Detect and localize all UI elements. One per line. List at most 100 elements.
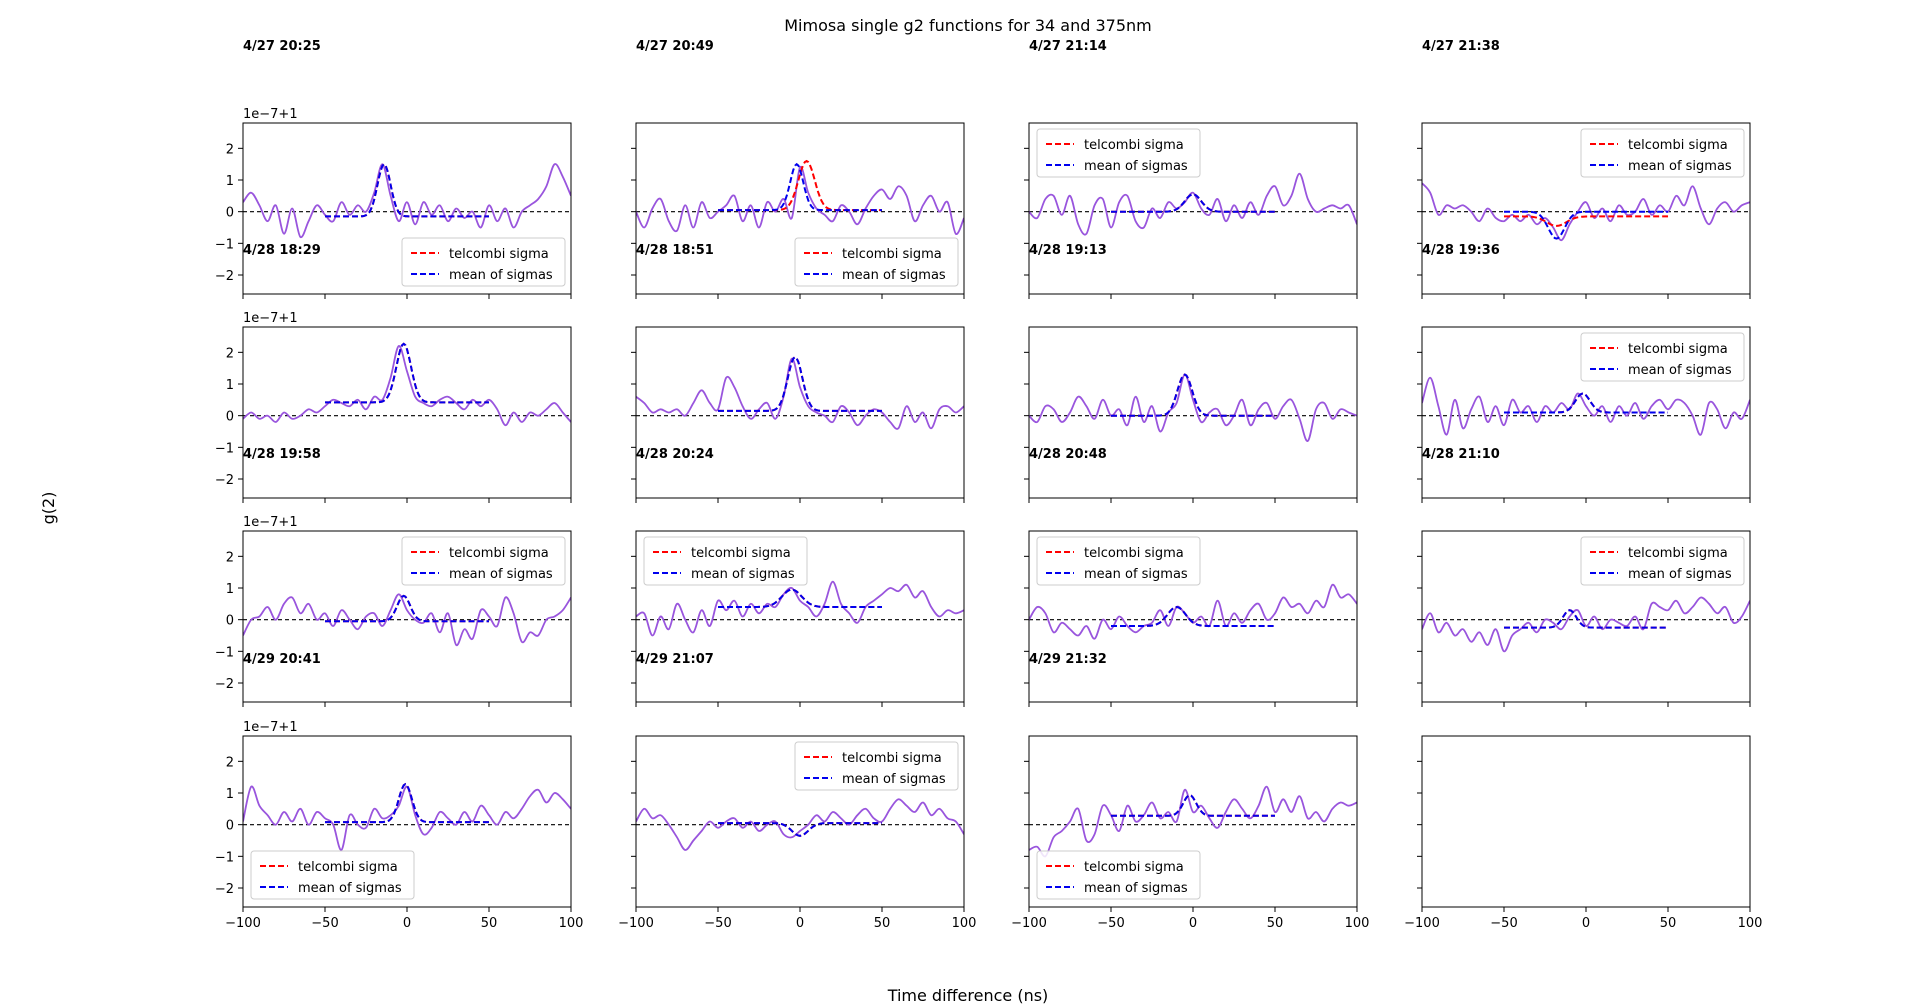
subplot-7: 4/28 19:13 — [1024, 243, 1358, 503]
mean-of-sigmas-fit-line — [718, 355, 882, 412]
x-tick-label: 0 — [1189, 916, 1197, 931]
mean-of-sigmas-fit-line — [1504, 609, 1668, 629]
legend: telcombi sigma mean of sigmas — [250, 850, 415, 900]
mean-of-sigmas-fit-line — [1111, 605, 1275, 627]
g2-data-line — [1422, 596, 1750, 653]
legend-mean-label: mean of sigmas — [449, 567, 553, 582]
legend-telcombi-label: telcombi sigma — [449, 247, 549, 262]
subplot-9: 2 1 0 −1 −2 1e−7+1 telcombi sigma mean of sigma… — [215, 447, 572, 707]
legend-mean-label: mean of sigmas — [842, 268, 946, 283]
legend-telcombi-label: telcombi sigma — [842, 751, 942, 766]
y-offset-label: 1e−7+1 — [243, 311, 298, 326]
legend: telcombi sigma mean of sigmas — [401, 536, 566, 586]
g2-data-line — [1422, 182, 1750, 242]
subplot-2: telcombi sigma mean of sigmas 4/27 20:49 — [631, 39, 965, 299]
x-tick-label: 100 — [952, 916, 977, 931]
mean-of-sigmas-fit-line — [718, 822, 882, 837]
y-tick-label: 1 — [226, 787, 234, 802]
subplot-3: telcombi sigma mean of sigmas 4/27 21:14 — [1024, 39, 1358, 299]
legend-mean-label: mean of sigmas — [1628, 159, 1732, 174]
legend-mean-label: mean of sigmas — [298, 881, 402, 896]
legend: telcombi sigma mean of sigmas — [1036, 128, 1201, 178]
g2-data-line — [243, 345, 571, 427]
legend-telcombi-label: telcombi sigma — [449, 546, 549, 561]
legend: telcombi sigma mean of sigmas — [794, 237, 959, 287]
subplot-10: telcombi sigma mean of sigmas 4/28 20:24 — [631, 447, 965, 707]
subplot-date-label: 4/27 21:14 — [1029, 39, 1107, 54]
mean-of-sigmas-fit-line — [1504, 210, 1668, 240]
subplot-13: −100 −50 0 50 100 2 1 0 −1 −2 1e−7+1 telcombi sigma… — [215, 652, 584, 931]
y-tick-label: 0 — [226, 819, 234, 834]
subplot-date-label: 4/29 21:32 — [1029, 652, 1107, 667]
y-tick-label: 2 — [226, 755, 234, 770]
y-tick-label: 2 — [226, 346, 234, 361]
x-tick-label: 50 — [874, 916, 891, 931]
g2-data-line — [636, 580, 964, 637]
x-tick-label: 50 — [1267, 916, 1284, 931]
subplot-date-label: 4/28 19:58 — [243, 447, 321, 462]
mean-of-sigmas-fit-line — [1504, 392, 1668, 414]
telcombi-sigma-fit-line — [325, 162, 489, 218]
y-tick-label: −2 — [215, 269, 234, 284]
subplot-date-label: 4/28 19:13 — [1029, 243, 1107, 258]
x-tick-label: 50 — [1660, 916, 1677, 931]
y-tick-label: −2 — [215, 473, 234, 488]
subplot-date-label: 4/29 20:41 — [243, 652, 321, 667]
y-offset-label: 1e−7+1 — [243, 515, 298, 530]
x-tick-label: 0 — [1582, 916, 1590, 931]
mean-of-sigmas-fit-line — [1111, 373, 1275, 417]
mean-of-sigmas-fit-line — [1111, 193, 1275, 213]
subplot-frame — [1028, 326, 1358, 499]
x-tick-label: −50 — [1097, 916, 1124, 931]
g2-data-line — [243, 785, 571, 851]
legend-mean-label: mean of sigmas — [449, 268, 553, 283]
y-tick-label: 2 — [226, 550, 234, 565]
mean-of-sigmas-fit-line — [718, 162, 882, 212]
figure-title: Mimosa single g2 functions for 34 and 37… — [784, 16, 1152, 35]
subplot-date-label: 4/27 20:49 — [636, 39, 714, 54]
y-tick-label: −2 — [215, 882, 234, 897]
y-tick-label: −1 — [215, 850, 234, 865]
g2-data-line — [636, 798, 964, 851]
y-tick-label: 1 — [226, 378, 234, 393]
subplot-8: telcombi sigma mean of sigmas 4/28 19:36 — [1417, 243, 1751, 503]
x-tick-label: −100 — [225, 916, 261, 931]
legend-telcombi-label: telcombi sigma — [298, 860, 398, 875]
subplot-frame — [635, 326, 965, 499]
legend: telcombi sigma mean of sigmas — [1580, 128, 1745, 178]
legend: telcombi sigma mean of sigmas — [1036, 536, 1201, 586]
legend-mean-label: mean of sigmas — [1084, 159, 1188, 174]
g2-data-line — [636, 357, 964, 430]
g2-data-line — [1029, 172, 1357, 236]
subplot-date-label: 4/29 21:07 — [636, 652, 714, 667]
legend-telcombi-label: telcombi sigma — [1084, 138, 1184, 153]
mean-of-sigmas-fit-line — [325, 782, 489, 824]
legend-mean-label: mean of sigmas — [842, 772, 946, 787]
mean-of-sigmas-fit-line — [1111, 794, 1275, 817]
g2-data-line — [1029, 785, 1357, 858]
legend: telcombi sigma mean of sigmas — [1036, 850, 1201, 900]
telcombi-sigma-fit-line — [718, 588, 882, 608]
legend-telcombi-label: telcombi sigma — [1628, 546, 1728, 561]
legend: telcombi sigma mean of sigmas — [1580, 332, 1745, 382]
subplot-12: telcombi sigma mean of sigmas 4/28 21:10 — [1417, 447, 1751, 707]
legend: telcombi sigma mean of sigmas — [401, 237, 566, 287]
y-tick-label: −1 — [215, 645, 234, 660]
mean-of-sigmas-fit-line — [325, 342, 489, 404]
legend-telcombi-label: telcombi sigma — [1084, 546, 1184, 561]
x-axis-label: Time difference (ns) — [887, 986, 1049, 1005]
legend-mean-label: mean of sigmas — [1628, 567, 1732, 582]
legend: telcombi sigma mean of sigmas — [1580, 536, 1745, 586]
legend-telcombi-label: telcombi sigma — [1628, 138, 1728, 153]
y-offset-label: 1e−7+1 — [243, 107, 298, 122]
subplot-4: telcombi sigma mean of sigmas 4/27 21:38 — [1417, 39, 1751, 299]
g2-data-line — [1029, 373, 1357, 442]
y-tick-label: 1 — [226, 174, 234, 189]
g2-data-line — [243, 163, 571, 239]
legend-telcombi-label: telcombi sigma — [1084, 860, 1184, 875]
y-tick-label: −1 — [215, 237, 234, 252]
y-tick-label: −1 — [215, 441, 234, 456]
subplot-14: −100 −50 0 50 100 telcombi sigma mean of sigma… — [618, 652, 976, 931]
y-tick-label: 0 — [226, 614, 234, 629]
